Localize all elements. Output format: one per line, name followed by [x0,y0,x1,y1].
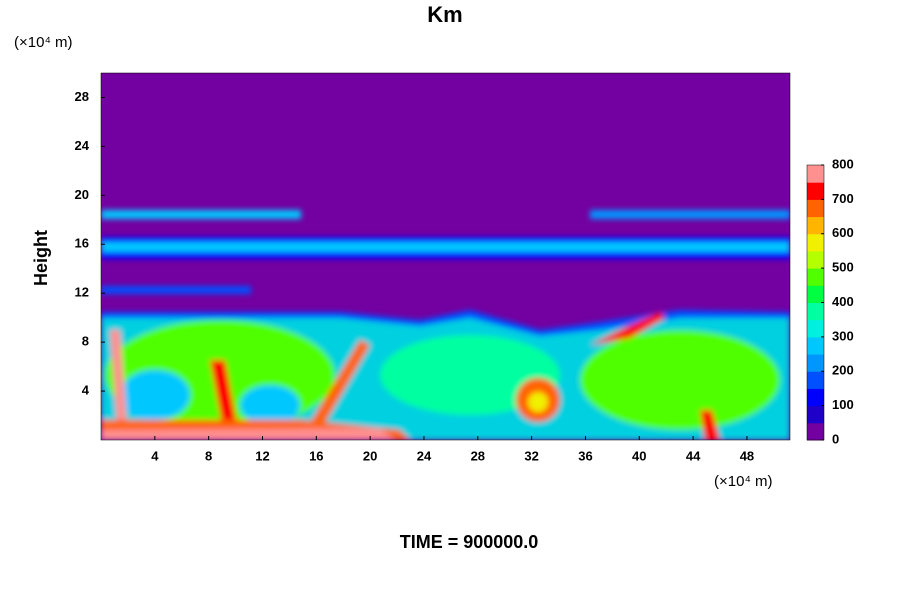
region [590,312,665,345]
colorbar-band [807,165,824,183]
region [528,392,548,412]
y-tick-label: 20 [75,187,89,202]
colorbar-band [807,354,824,372]
x-tick-label: 20 [363,448,377,463]
colorbar-tick-label: 200 [832,363,854,378]
x-tick-label: 32 [524,448,538,463]
colorbar-band [807,319,824,338]
y-tick-label: 28 [75,89,89,104]
region [120,370,190,420]
y-tick-label: 16 [75,236,89,251]
region [110,330,128,440]
x-tick-label: 40 [632,448,646,463]
x-tick-label: 24 [417,448,432,463]
colorbar-band [807,199,824,218]
colorbar-tick-label: 700 [832,191,854,206]
colorbar-tick-label: 300 [832,328,854,343]
colorbar-band [807,371,824,389]
x-tick-label: 12 [255,448,269,463]
colorbar-band [807,182,824,200]
region [101,428,395,440]
colorbar-band [807,233,824,252]
x-tick-label: 48 [740,448,754,463]
colorbar-band [807,302,824,321]
colorbar-band [807,268,824,286]
x-unit: (×10⁴ m) [714,473,773,490]
y-tick-label: 4 [82,383,90,398]
chart-title: Km [427,2,462,27]
y-unit: (×10⁴ m) [14,34,73,51]
region [240,385,300,425]
x-tick-label: 16 [309,448,323,463]
y-tick-label: 24 [75,138,90,153]
colorbar-tick-label: 100 [832,397,854,412]
colorbar-band [807,422,824,441]
colorbar-band [807,216,824,235]
colorbar-band [807,285,824,303]
colorbar-tick-label: 0 [832,431,839,446]
x-tick-label: 4 [151,448,159,463]
colorbar-tick-label: 600 [832,225,854,240]
colorbar-band [807,336,824,355]
band [101,242,790,252]
x-tick-label: 44 [686,448,701,463]
colorbar-band [807,405,824,424]
y-tick-label: 12 [75,285,89,300]
plot-frame [100,72,791,441]
region [580,330,780,430]
region [700,410,720,440]
x-tick-label: 36 [578,448,592,463]
x-tick-label: 28 [471,448,485,463]
field [101,73,790,440]
colorbar-band [807,388,824,407]
band [101,210,301,219]
x-tick-label: 8 [205,448,212,463]
footer: TIME = 900000.0 [400,532,539,552]
colorbar-tick-label: 400 [832,294,854,309]
region [300,340,370,440]
colorbar-band [807,250,824,269]
y-axis-label: Height [31,230,51,286]
colorbar-tick-label: 800 [832,156,854,171]
band [101,286,251,294]
colorbar-tick-label: 500 [832,260,854,275]
region [380,335,560,415]
field-shapes [101,210,790,440]
band [590,210,790,219]
y-tick-label: 8 [82,334,89,349]
